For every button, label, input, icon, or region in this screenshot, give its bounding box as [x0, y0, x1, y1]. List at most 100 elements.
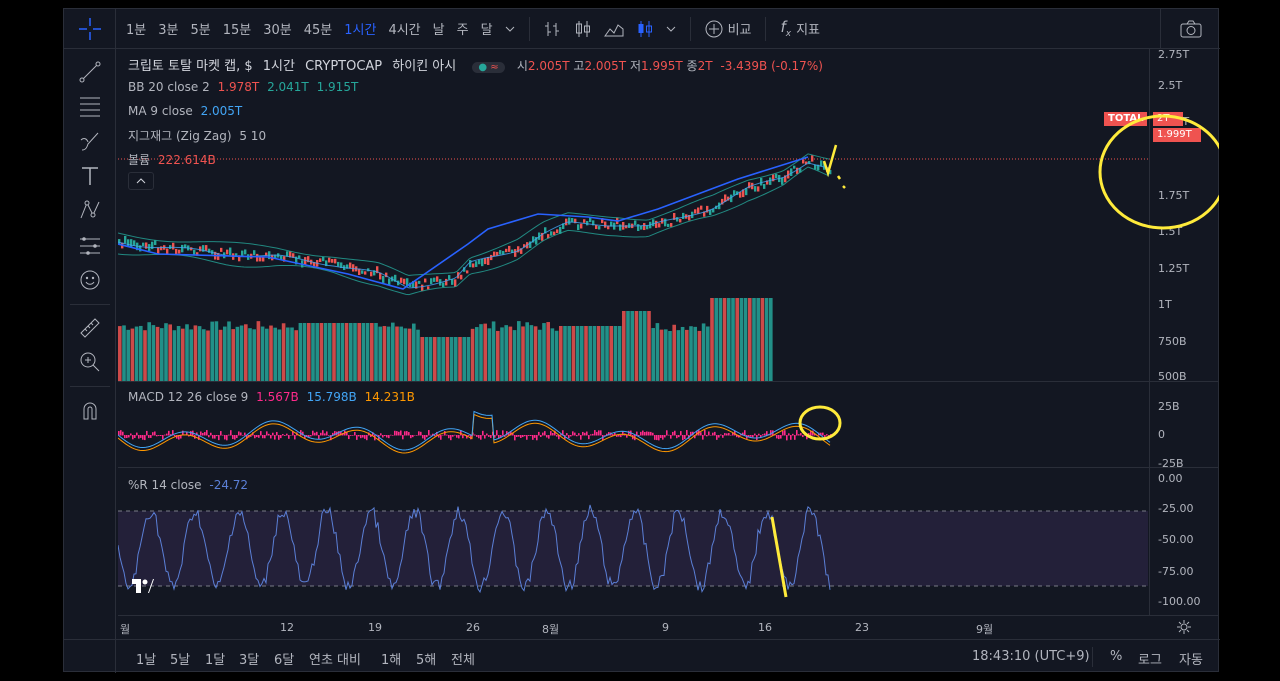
tf-15m[interactable]: 15분 [222, 23, 252, 38]
range-all[interactable]: 전체 [451, 653, 475, 668]
tf-day[interactable]: 날 [432, 23, 445, 38]
timeframe-dropdown[interactable] [499, 21, 521, 36]
macd-hist-bar [726, 433, 728, 436]
macd-legend[interactable]: MACD 12 26 close 9 1.567B 15.798B 14.231… [128, 390, 415, 404]
macd-hist-bar [508, 432, 510, 436]
ma-legend[interactable]: MA 9 close 2.005T [128, 104, 242, 118]
candle [586, 221, 589, 226]
tf-1h[interactable]: 1시간 [344, 23, 377, 38]
macd-hist-bar [612, 434, 614, 436]
candle [766, 180, 769, 185]
candle [742, 189, 745, 198]
indicators-label: 지표 [796, 23, 821, 38]
area-style-button[interactable] [598, 20, 630, 38]
measure-tool[interactable] [77, 315, 103, 341]
text-tool[interactable] [77, 163, 103, 189]
percent-toggle[interactable]: % [1110, 649, 1123, 664]
macd-hist-bar [314, 432, 316, 436]
settings-button[interactable] [1176, 619, 1192, 638]
volume-bar [172, 330, 177, 381]
macd-hist-bar [656, 435, 658, 441]
tf-month[interactable]: 달 [480, 23, 493, 38]
tf-week[interactable]: 주 [456, 23, 469, 38]
candle [811, 155, 814, 162]
range-1m[interactable]: 1달 [205, 653, 226, 668]
wr-legend[interactable]: %R 14 close -24.72 [128, 478, 248, 492]
compare-label: 비교 [727, 23, 752, 38]
range-6m[interactable]: 6달 [274, 653, 295, 668]
range-5y[interactable]: 5해 [416, 653, 437, 668]
symbol-name[interactable]: 크립토 토탈 마켓 캡, $ [128, 59, 253, 74]
volume-bar [680, 326, 685, 381]
candle [667, 223, 670, 227]
wr-tick: -25.00 [1158, 502, 1194, 515]
volume-bar [336, 323, 340, 381]
candle [532, 236, 535, 243]
candle [274, 254, 277, 259]
macd-hist-bar [166, 433, 168, 436]
bb-legend[interactable]: BB 20 close 2 1.978T 2.041T 1.915T [128, 80, 358, 94]
clock[interactable]: 18:43:10 (UTC+9) [972, 649, 1090, 664]
candle [625, 225, 628, 229]
volume-legend[interactable]: 볼륨 222.614B [128, 151, 216, 168]
zoom-tool[interactable] [77, 349, 103, 375]
crosshair-tool[interactable] [64, 8, 116, 49]
range-5d[interactable]: 5날 [170, 653, 191, 668]
zigzag-legend[interactable]: 지그재그 (Zig Zag) 5 10 [128, 127, 266, 144]
range-1y[interactable]: 1해 [381, 653, 402, 668]
candle [376, 266, 379, 274]
candle-style-button[interactable] [568, 20, 598, 38]
macd-hist-bar [376, 434, 378, 436]
pattern-tool[interactable] [77, 197, 103, 223]
trend-line-tool[interactable] [77, 59, 103, 85]
macd-hist-bar [246, 435, 248, 440]
candle [382, 275, 385, 283]
macd-hist-bar [204, 432, 206, 436]
prediction-tool[interactable] [77, 233, 103, 259]
candle [553, 231, 556, 236]
volume-bar [567, 326, 571, 381]
pane-divider[interactable] [118, 381, 1219, 382]
macd-hist-bar [268, 433, 270, 436]
symbol-exchange: CRYPTOCAP [305, 59, 383, 74]
collapse-legend-button[interactable] [128, 172, 154, 190]
candle [574, 218, 577, 224]
macd-hist-bar [242, 435, 244, 436]
screenshot-button[interactable] [1160, 9, 1220, 49]
candle [718, 202, 721, 210]
candle [373, 270, 376, 276]
log-toggle[interactable]: 로그 [1138, 653, 1162, 668]
chart-type-dropdown[interactable] [660, 26, 682, 32]
tf-45m[interactable]: 45분 [303, 23, 333, 38]
volume-bar [697, 330, 702, 381]
tf-5m[interactable]: 5분 [190, 23, 211, 38]
magnet-tool[interactable] [77, 397, 103, 423]
range-3m[interactable]: 3달 [239, 653, 260, 668]
brush-tool[interactable] [77, 128, 103, 154]
candle [733, 190, 736, 196]
emoji-tool[interactable] [77, 267, 103, 293]
macd-hist-bar [728, 433, 730, 436]
heikin-ashi-button[interactable] [630, 20, 660, 38]
tf-1m[interactable]: 1분 [126, 23, 147, 38]
tf-30m[interactable]: 30분 [263, 23, 292, 38]
range-ytd[interactable]: 연초 대비 [309, 653, 361, 668]
fib-tool[interactable] [77, 93, 103, 119]
time-axis[interactable]: 월 12 19 26 8월 9 16 23 9월 [118, 615, 1219, 639]
auto-toggle[interactable]: 자동 [1179, 653, 1203, 668]
macd-hist-bar [732, 432, 734, 436]
tf-3m[interactable]: 3분 [158, 23, 179, 38]
candle [802, 159, 805, 164]
macd-hist-bar [182, 430, 184, 436]
pane-divider[interactable] [118, 467, 1219, 468]
candle [547, 234, 550, 239]
indicators-button[interactable]: fx 지표 [774, 18, 826, 39]
bar-style-button[interactable] [538, 20, 568, 38]
macd-hist-bar [126, 435, 128, 439]
tf-4h[interactable]: 4시간 [388, 23, 421, 38]
chart-area[interactable] [118, 49, 1148, 615]
macd-hist-bar [322, 430, 324, 436]
macd-hist-bar [264, 435, 266, 439]
compare-button[interactable]: 비교 [699, 19, 758, 38]
range-1d[interactable]: 1날 [136, 653, 157, 668]
